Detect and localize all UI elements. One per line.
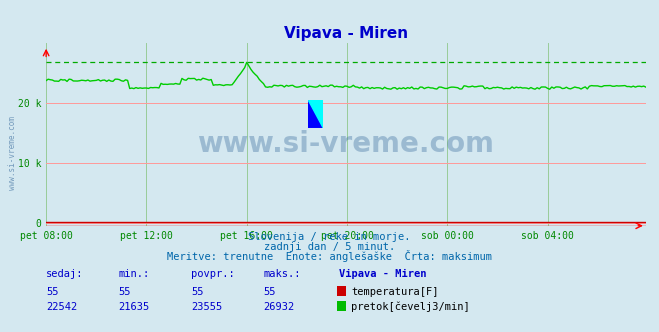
Text: 55: 55 <box>119 287 131 297</box>
Text: Vipava - Miren: Vipava - Miren <box>339 269 427 279</box>
Text: sedaj:: sedaj: <box>46 269 84 279</box>
Bar <box>337 286 346 296</box>
Text: 21635: 21635 <box>119 302 150 312</box>
Text: pretok[čevelj3/min]: pretok[čevelj3/min] <box>351 302 470 312</box>
Polygon shape <box>308 100 323 128</box>
Text: 26932: 26932 <box>264 302 295 312</box>
Text: 55: 55 <box>264 287 276 297</box>
Text: 55: 55 <box>46 287 59 297</box>
Title: Vipava - Miren: Vipava - Miren <box>284 26 408 41</box>
Text: 22542: 22542 <box>46 302 77 312</box>
Text: www.si-vreme.com: www.si-vreme.com <box>198 129 494 158</box>
Text: temperatura[F]: temperatura[F] <box>351 287 439 297</box>
Text: Meritve: trenutne  Enote: anglešaške  Črta: maksimum: Meritve: trenutne Enote: anglešaške Črta… <box>167 250 492 262</box>
Text: 55: 55 <box>191 287 204 297</box>
Text: povpr.:: povpr.: <box>191 269 235 279</box>
Polygon shape <box>308 100 323 128</box>
Text: www.si-vreme.com: www.si-vreme.com <box>8 116 17 190</box>
Text: min.:: min.: <box>119 269 150 279</box>
Bar <box>337 301 346 311</box>
Text: Slovenija / reke in morje.: Slovenija / reke in morje. <box>248 232 411 242</box>
Text: maks.:: maks.: <box>264 269 301 279</box>
Text: 23555: 23555 <box>191 302 222 312</box>
Text: zadnji dan / 5 minut.: zadnji dan / 5 minut. <box>264 242 395 252</box>
